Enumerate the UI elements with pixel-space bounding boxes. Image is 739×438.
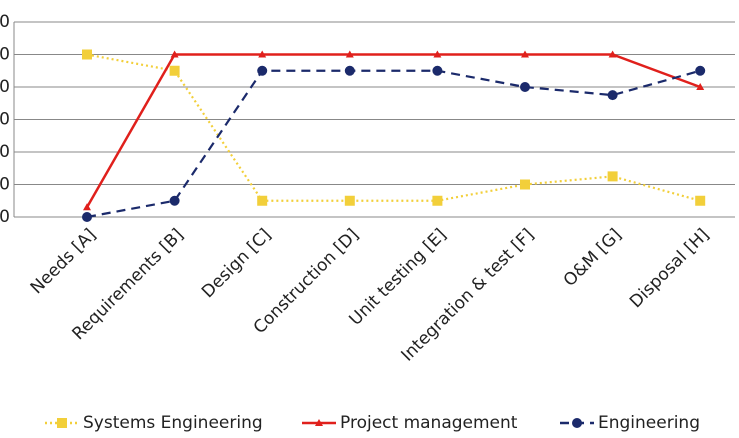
marker: [257, 65, 268, 76]
marker: [607, 171, 618, 182]
marker: [520, 82, 530, 92]
series-line: [86, 69, 701, 219]
x-tick-label: Design [C]: [198, 225, 275, 302]
marker: [608, 50, 617, 58]
marker: [607, 90, 618, 101]
marker: [57, 418, 67, 428]
x-tick-label: Needs [A]: [27, 225, 100, 298]
marker: [432, 195, 443, 206]
marker: [433, 50, 442, 58]
marker: [82, 49, 92, 60]
legend-item: Systems Engineering: [45, 413, 263, 433]
y-tick-label: 60: [0, 12, 10, 32]
legend-label: Project management: [340, 413, 518, 433]
marker: [315, 419, 323, 426]
y-tick-label: 30: [0, 110, 10, 130]
legend-item: Project management: [302, 413, 518, 433]
legend-label: Systems Engineering: [83, 413, 263, 433]
marker: [520, 179, 530, 190]
marker: [572, 418, 582, 428]
marker: [344, 65, 355, 76]
marker: [344, 195, 355, 206]
x-tick-label: Disposal [H]: [626, 225, 713, 312]
marker: [345, 50, 354, 58]
y-tick-label: 50: [0, 45, 10, 65]
marker: [695, 65, 706, 76]
marker: [170, 50, 179, 58]
y-tick-label: 20: [0, 142, 10, 162]
marker: [432, 65, 443, 76]
marker: [258, 50, 267, 58]
marker: [83, 203, 91, 211]
marker: [696, 83, 705, 90]
marker: [169, 195, 180, 206]
x-tick-label: O&M [G]: [560, 225, 626, 291]
marker: [695, 195, 706, 206]
legend-label: Engineering: [598, 413, 700, 433]
series-line: [85, 53, 701, 208]
marker: [257, 195, 268, 206]
legend-item: Engineering: [560, 413, 700, 433]
marker: [521, 50, 529, 58]
y-tick-label: 40: [0, 77, 10, 97]
y-tick-label: 10: [0, 175, 10, 195]
series-line: [86, 53, 701, 202]
marker: [82, 212, 92, 222]
y-tick-label: 0: [0, 207, 10, 227]
marker: [169, 65, 180, 76]
